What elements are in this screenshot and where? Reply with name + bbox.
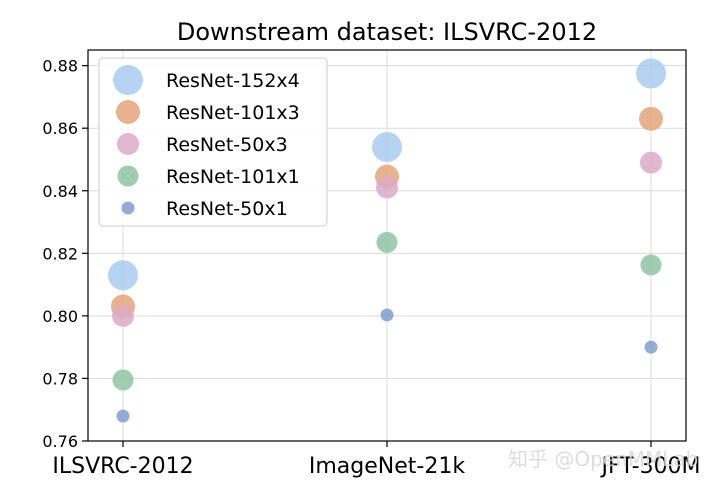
legend-label: ResNet-101x1 (166, 166, 300, 188)
y-tick-label: 0.84 (42, 182, 78, 201)
data-point (112, 304, 134, 327)
y-tick-label: 0.76 (42, 432, 78, 451)
legend-label: ResNet-50x3 (166, 134, 288, 156)
data-point (116, 409, 130, 423)
legend-label: ResNet-50x1 (166, 198, 288, 220)
data-point (380, 308, 394, 322)
y-tick-label: 0.82 (42, 244, 78, 263)
x-axis: ILSVRC-2012 ImageNet-21k JFT-300M (52, 441, 701, 479)
data-point (372, 131, 402, 162)
legend-marker (116, 100, 140, 124)
legend-label: ResNet-152x4 (166, 70, 300, 92)
x-tick-label: ILSVRC-2012 (52, 454, 193, 479)
data-point (376, 231, 398, 253)
legend-marker (113, 65, 143, 95)
data-point (644, 340, 658, 354)
x-tick-label: JFT-300M (599, 454, 700, 479)
legend: ResNet-152x4 ResNet-101x3 ResNet-50x3 ResNe… (98, 57, 328, 227)
legend-marker (121, 201, 135, 215)
y-tick-label: 0.78 (42, 369, 78, 388)
y-tick-label: 0.80 (42, 307, 78, 326)
data-point (640, 254, 662, 276)
y-tick-label: 0.86 (42, 119, 78, 138)
x-tick-label: ImageNet-21k (309, 454, 465, 479)
data-point (108, 260, 138, 291)
y-tick-label: 0.88 (42, 57, 78, 76)
legend-label: ResNet-101x3 (166, 102, 300, 124)
plot-marks (108, 58, 666, 423)
legend-marker (117, 165, 139, 187)
legend-box (98, 57, 328, 227)
data-point (636, 58, 666, 89)
data-point (376, 176, 398, 199)
watermark: 知乎 @OpenMMLab (508, 447, 698, 471)
data-point (640, 151, 662, 174)
y-axis: 0.76 0.78 0.80 0.82 0.84 0.86 0.88 (42, 57, 88, 451)
legend-marker (117, 133, 139, 155)
chart-title: Downstream dataset: ILSVRC-2012 (177, 18, 597, 46)
data-point (639, 106, 663, 131)
data-point (112, 369, 134, 391)
